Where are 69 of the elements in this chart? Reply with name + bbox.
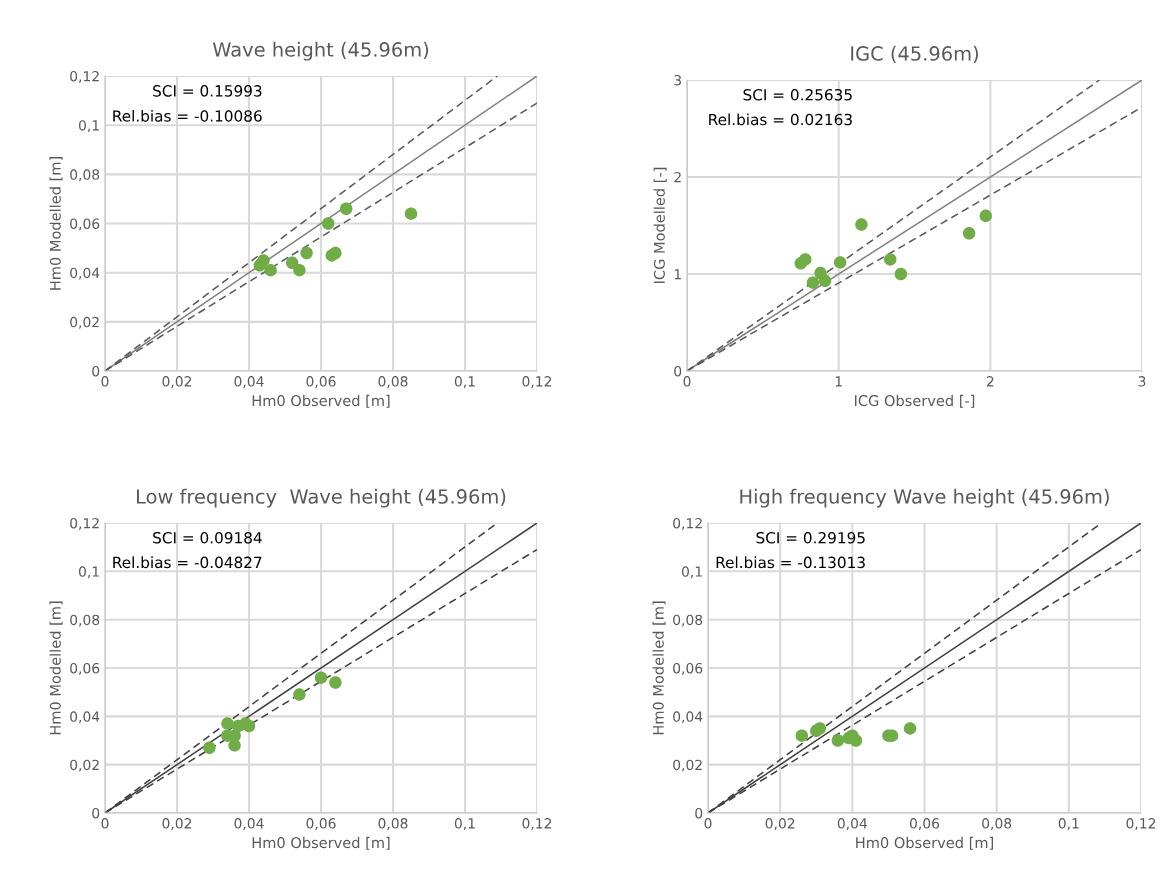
y-tick-label: 0,02: [70, 316, 99, 329]
x-tick-label: 3: [1138, 376, 1146, 387]
x-tick-label: 1: [835, 376, 842, 387]
x-tick-label: 2: [986, 376, 994, 387]
y-tick-label: 0,06: [70, 662, 100, 675]
y-tick-label: 0,06: [673, 662, 703, 675]
y-tick-label: 3: [674, 74, 682, 86]
y-tick-label: 0,08: [70, 614, 100, 627]
x-tick-label: 0,08: [982, 818, 1012, 831]
y-tick-label: 0: [674, 365, 682, 377]
y-tick-label: 0,12: [70, 70, 99, 83]
y-tick-label: 0: [695, 807, 703, 819]
annotation: Rel.bias = -0.13013: [716, 556, 865, 569]
x-axis-title: Hm0 Observed [m]: [252, 836, 390, 850]
x-tick-label: 0,1: [454, 376, 475, 389]
x-tick-label: 0,12: [522, 818, 552, 831]
y-tick-label: 0,08: [673, 614, 703, 627]
x-tick-label: 0,06: [306, 818, 336, 831]
x-tick-label: 0,12: [1126, 818, 1156, 831]
x-tick-label: 0,04: [234, 376, 264, 389]
annotation: SCI = 0.09184: [153, 531, 262, 544]
y-tick-label: 0,1: [78, 566, 99, 579]
x-tick-label: 0,04: [837, 818, 868, 831]
y-tick-label: 0,12: [70, 517, 99, 530]
x-tick-label: 0: [101, 376, 109, 387]
y-tick-label: 0: [92, 807, 100, 819]
y-tick-label: 0,04: [70, 267, 100, 280]
chart-title: Wave height (45.96m): [212, 41, 429, 61]
x-tick-label: 0,02: [765, 818, 795, 831]
x-tick-label: 0,12: [522, 376, 552, 389]
x-tick-label: 0,1: [1058, 818, 1079, 831]
x-axis-title: Hm0 Observed [m]: [856, 836, 993, 850]
x-tick-label: 0,08: [378, 818, 408, 831]
y-tick-label: 1: [674, 269, 681, 280]
x-tick-label: 0,08: [378, 376, 408, 389]
x-axis-title: Hm0 Observed [m]: [252, 394, 390, 408]
y-tick-label: 2: [674, 171, 681, 183]
y-axis-title: Hm0 Modelled [m]: [652, 601, 666, 735]
y-tick-label: 0,04: [70, 711, 100, 724]
y-tick-label: 0,1: [681, 566, 702, 579]
x-tick-label: 0,02: [162, 376, 192, 389]
annotation: Rel.bias = -0.10086: [113, 109, 262, 122]
y-axis-title: Hm0 Modelled [m]: [49, 601, 63, 735]
y-tick-label: 0,02: [70, 759, 99, 772]
y-tick-label: 0: [92, 365, 100, 377]
y-tick-label: 0,04: [673, 711, 703, 724]
chart-title: IGC (45.96m): [851, 45, 978, 64]
y-tick-label: 0,12: [673, 517, 702, 530]
y-tick-label: 0,02: [673, 759, 702, 772]
x-tick-label: 0: [101, 818, 109, 829]
x-tick-label: 0,1: [454, 818, 475, 831]
y-tick-label: 0,08: [70, 169, 100, 182]
x-tick-label: 0,06: [909, 818, 940, 831]
annotation: SCI = 0.15993: [153, 85, 262, 97]
annotation: SCI = 0.25635: [743, 89, 852, 101]
y-tick-label: 0,1: [78, 120, 99, 133]
x-tick-label: 0,06: [306, 376, 336, 389]
annotation: Rel.bias = 0.02163: [709, 113, 852, 126]
y-axis-title: ICG Modelled [-]: [653, 167, 667, 283]
x-axis-title: ICG Observed [-]: [855, 394, 975, 408]
annotation: Rel.bias = -0.04827: [113, 556, 262, 569]
chart-title: High frequency Wave height (45.96m): [740, 488, 1109, 508]
x-tick-label: 0: [704, 818, 712, 829]
y-tick-label: 0,06: [70, 218, 100, 231]
chart-title: Low frequency Wave height (45.96m): [136, 488, 506, 508]
annotation: SCI = 0.29195: [756, 531, 865, 544]
x-tick-label: 0,02: [162, 818, 192, 831]
y-axis-title: Hm0 Modelled [m]: [49, 157, 63, 290]
x-tick-label: 0,04: [234, 818, 264, 831]
